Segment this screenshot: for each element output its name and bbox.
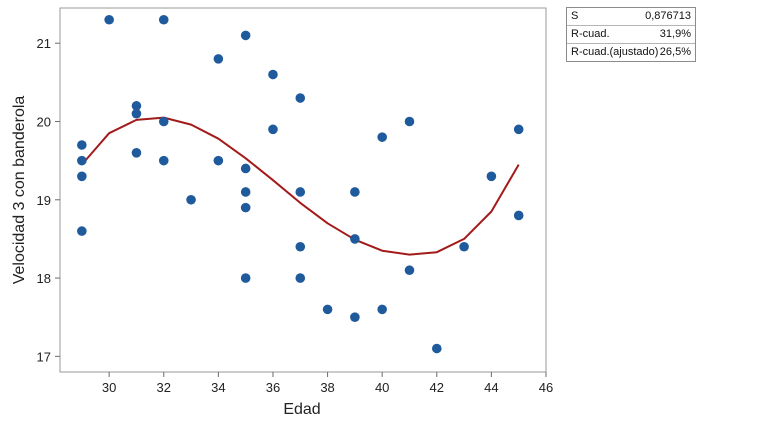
y-axis: 17 18 19 20 21 [37,36,60,364]
x-tick-label: 42 [430,380,444,395]
x-axis: 30 32 34 36 38 40 42 44 46 [102,372,553,395]
stat-row-r-sq-adj: R-cuad.(ajustado) 26,5% [567,44,695,61]
y-tick-label: 21 [37,36,51,51]
scatter-point [350,312,360,323]
stats-table: S 0,876713 R-cuad. 31,9% R-cuad.(ajustad… [566,7,696,62]
stat-label: R-cuad.(ajustado) [571,46,659,58]
scatter-point [486,171,497,182]
stat-row-s: S 0,876713 [567,8,695,26]
scatter-point [240,163,251,174]
scatter-point [158,116,169,127]
scatter-point [295,187,306,197]
scatter-point [240,187,251,197]
scatter-point [131,101,142,111]
scatter-point [240,273,251,283]
scatter-point [131,108,142,119]
scatter-point [295,93,306,103]
scatter-point [322,304,333,315]
scatter-points [77,14,524,354]
scatter-point [77,171,87,182]
y-tick-label: 17 [37,349,51,364]
fit-line-layer [81,116,520,256]
scatter-point [104,14,114,25]
y-tick-label: 19 [37,193,51,208]
stat-value: 31,9% [659,28,691,40]
stat-label: S [571,10,579,22]
scatter-point [295,273,306,283]
x-tick-label: 34 [211,380,225,395]
y-tick-label: 20 [37,115,51,130]
fit-line [81,116,520,256]
scatter-point [295,241,306,252]
scatter-point [513,124,524,135]
scatter-point [350,187,360,197]
scatter-point [404,116,415,127]
scatter-point [240,202,251,213]
scatter-point [431,343,442,354]
x-tick-label: 30 [102,380,116,395]
scatter-point [350,234,360,244]
stat-value: 26,5% [659,46,691,58]
scatter-point [240,30,251,41]
y-axis-title: Velocidad 3 con banderola [11,96,28,285]
x-axis-title: Edad [283,401,320,418]
scatter-point [213,54,224,64]
x-tick-label: 40 [375,380,389,395]
scatter-point [77,155,87,166]
x-tick-label: 46 [539,380,553,395]
x-tick-label: 38 [320,380,334,395]
x-tick-label: 44 [484,380,498,395]
scatter-point [213,155,224,166]
scatter-point [158,14,169,25]
scatter-point [459,241,469,252]
scatter-point [268,69,278,80]
x-tick-label: 32 [157,380,171,395]
scatter-point [377,304,387,315]
scatter-point [377,132,387,142]
x-tick-label: 36 [266,380,280,395]
scatter-point [404,265,415,276]
stat-label: R-cuad. [571,28,610,40]
scatter-point [77,226,87,236]
y-tick-label: 18 [37,271,51,286]
scatter-point [158,155,169,166]
scatter-point [186,194,196,205]
scatter-point [268,124,278,135]
stat-row-r-sq: R-cuad. 31,9% [567,26,695,44]
scatter-point [131,148,142,158]
stat-value: 0,876713 [645,10,691,22]
scatter-point [513,210,524,221]
scatter-point [77,140,87,150]
